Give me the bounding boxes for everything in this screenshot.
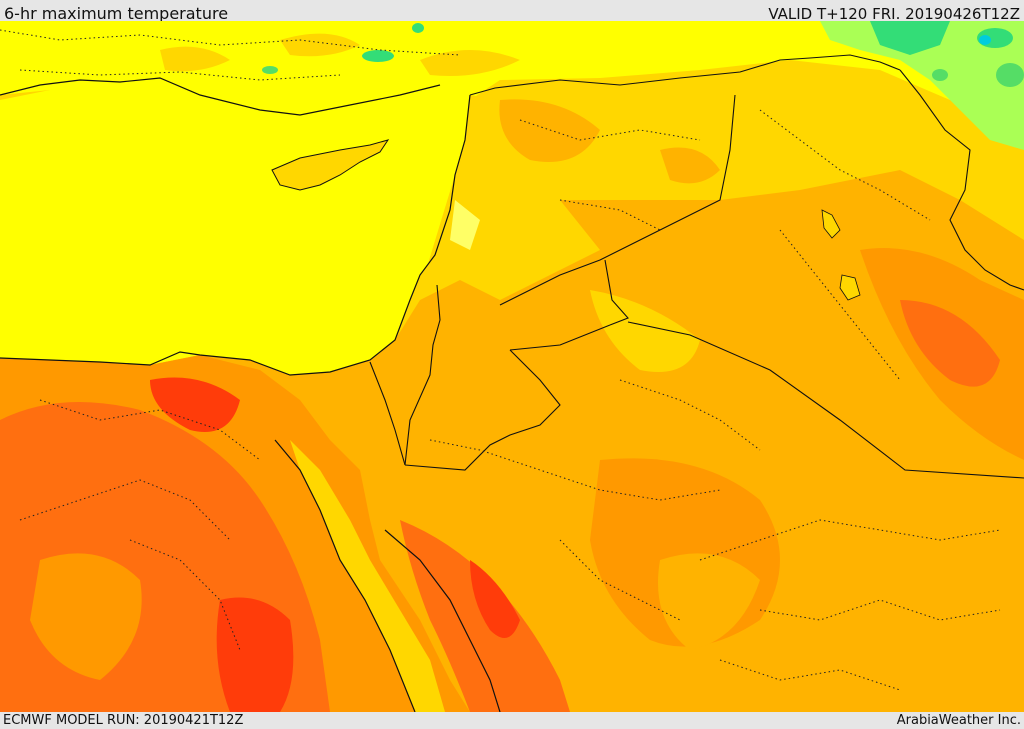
top-title-bar: 6-hr maximum temperature VALID T+120 FRI… bbox=[0, 0, 1024, 23]
model-run-label: ECMWF MODEL RUN: 20190421T12Z bbox=[3, 713, 244, 728]
credit-label: ArabiaWeather Inc. bbox=[896, 713, 1021, 728]
temperature-map[interactable] bbox=[0, 21, 1024, 712]
valid-time-label: VALID T+120 FRI. 20190426T12Z bbox=[768, 5, 1020, 23]
bottom-footer-bar: ECMWF MODEL RUN: 20190421T12Z ArabiaWeat… bbox=[0, 712, 1024, 729]
map-title: 6-hr maximum temperature bbox=[4, 4, 229, 23]
